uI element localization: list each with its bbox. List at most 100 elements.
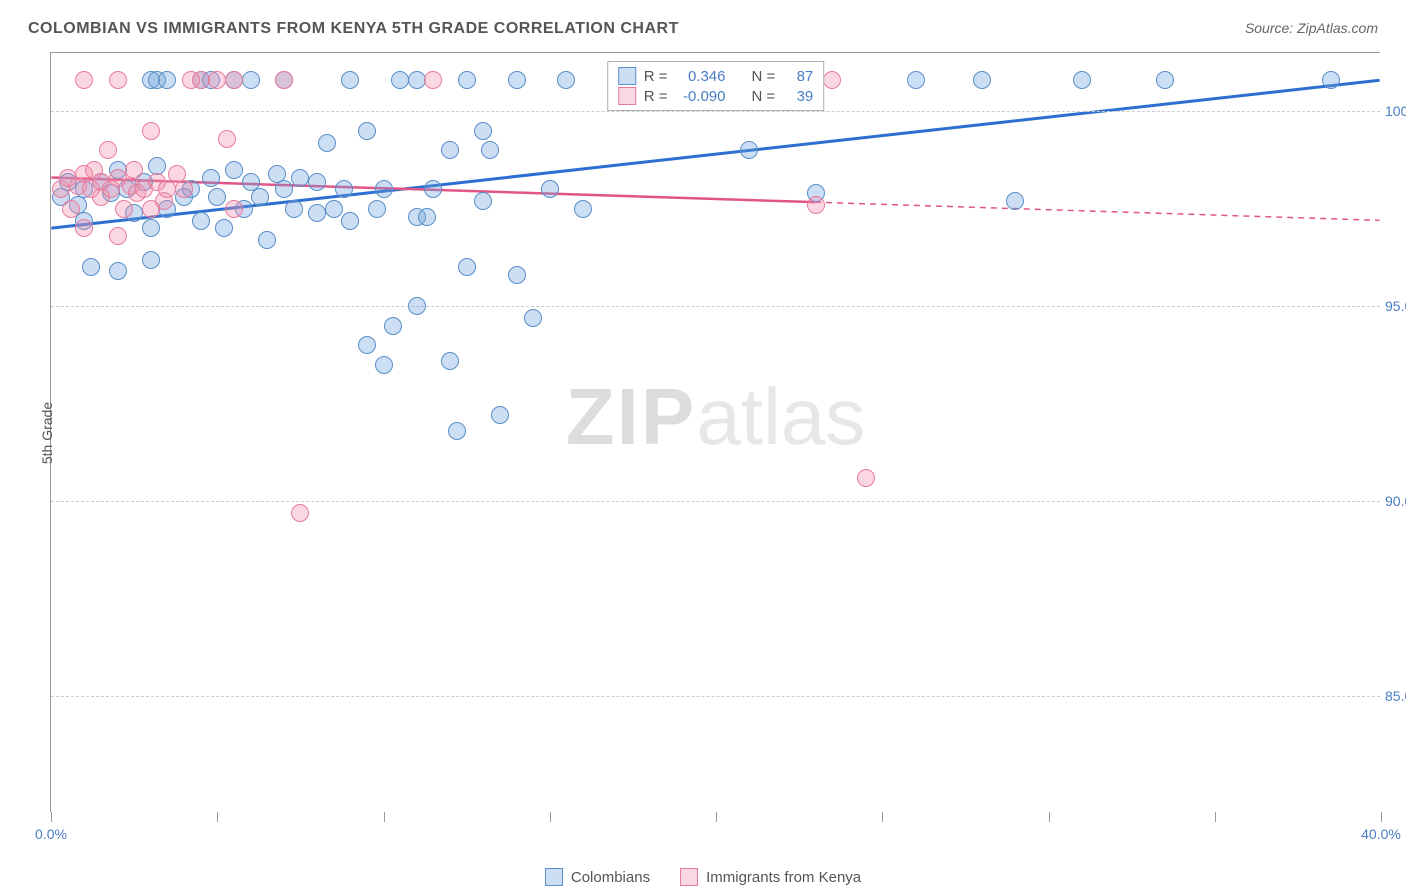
scatter-point xyxy=(418,208,436,226)
stats-row: R =-0.090N =39 xyxy=(618,86,814,106)
legend-swatch xyxy=(680,868,698,886)
scatter-point xyxy=(1156,71,1174,89)
scatter-point xyxy=(275,71,293,89)
scatter-point xyxy=(524,309,542,327)
scatter-point xyxy=(225,161,243,179)
scatter-point xyxy=(291,169,309,187)
scatter-point xyxy=(375,180,393,198)
r-value: 0.346 xyxy=(676,68,726,85)
scatter-point xyxy=(458,71,476,89)
trend-lines-svg xyxy=(51,53,1380,812)
scatter-point xyxy=(508,71,526,89)
scatter-point xyxy=(424,180,442,198)
r-label: R = xyxy=(644,88,668,105)
scatter-point xyxy=(158,180,176,198)
n-value: 39 xyxy=(783,88,813,105)
scatter-point xyxy=(508,266,526,284)
scatter-point xyxy=(481,141,499,159)
x-tick xyxy=(716,812,717,822)
scatter-point xyxy=(391,71,409,89)
scatter-point xyxy=(125,161,143,179)
scatter-point xyxy=(158,71,176,89)
scatter-point xyxy=(448,422,466,440)
legend-swatch xyxy=(545,868,563,886)
scatter-point xyxy=(215,219,233,237)
stats-row: R = 0.346 N = 87 xyxy=(618,66,814,86)
scatter-point xyxy=(458,258,476,276)
scatter-point xyxy=(109,262,127,280)
scatter-point xyxy=(142,219,160,237)
scatter-point xyxy=(202,169,220,187)
scatter-point xyxy=(375,356,393,374)
scatter-point xyxy=(258,231,276,249)
scatter-point xyxy=(75,219,93,237)
scatter-point xyxy=(474,122,492,140)
legend-label: Immigrants from Kenya xyxy=(706,869,861,886)
chart-title: COLOMBIAN VS IMMIGRANTS FROM KENYA 5TH G… xyxy=(28,20,679,38)
scatter-point xyxy=(358,336,376,354)
x-tick xyxy=(51,812,52,822)
y-tick-label: 95.0% xyxy=(1385,298,1406,314)
x-tick xyxy=(550,812,551,822)
scatter-point xyxy=(291,504,309,522)
legend-label: Colombians xyxy=(571,869,650,886)
scatter-point xyxy=(740,141,758,159)
scatter-point xyxy=(251,188,269,206)
scatter-point xyxy=(308,173,326,191)
chart-container: 5th Grade ZIPatlas 85.0%90.0%95.0%100.0%… xyxy=(50,52,1380,812)
scatter-point xyxy=(142,122,160,140)
scatter-point xyxy=(218,130,236,148)
legend-swatch xyxy=(618,87,636,105)
scatter-point xyxy=(285,200,303,218)
legend-swatch xyxy=(618,67,636,85)
scatter-point xyxy=(82,258,100,276)
scatter-point xyxy=(341,212,359,230)
x-tick xyxy=(1049,812,1050,822)
n-label: N = xyxy=(752,68,776,85)
scatter-point xyxy=(441,352,459,370)
scatter-point xyxy=(192,71,210,89)
x-tick xyxy=(217,812,218,822)
scatter-point xyxy=(75,71,93,89)
scatter-point xyxy=(907,71,925,89)
scatter-point xyxy=(541,180,559,198)
scatter-point xyxy=(384,317,402,335)
n-value: 87 xyxy=(783,68,813,85)
scatter-point xyxy=(557,71,575,89)
scatter-point xyxy=(109,71,127,89)
scatter-point xyxy=(318,134,336,152)
x-tick xyxy=(882,812,883,822)
x-tick xyxy=(384,812,385,822)
x-tick xyxy=(1215,812,1216,822)
scatter-point xyxy=(192,212,210,230)
scatter-point xyxy=(807,196,825,214)
scatter-point xyxy=(99,141,117,159)
scatter-point xyxy=(208,188,226,206)
scatter-point xyxy=(275,180,293,198)
scatter-point xyxy=(424,71,442,89)
gridline-h xyxy=(51,111,1380,112)
gridline-h xyxy=(51,696,1380,697)
footer-legend: Colombians Immigrants from Kenya xyxy=(0,868,1406,886)
scatter-point xyxy=(109,227,127,245)
scatter-point xyxy=(62,200,80,218)
scatter-point xyxy=(308,204,326,222)
scatter-point xyxy=(115,200,133,218)
scatter-point xyxy=(335,180,353,198)
r-label: R = xyxy=(644,68,668,85)
chart-header: COLOMBIAN VS IMMIGRANTS FROM KENYA 5TH G… xyxy=(0,0,1406,46)
scatter-point xyxy=(441,141,459,159)
scatter-point xyxy=(242,71,260,89)
scatter-point xyxy=(408,297,426,315)
legend-item: Colombians xyxy=(545,868,650,886)
trend-line-dashed xyxy=(815,202,1380,220)
r-value: -0.090 xyxy=(676,88,726,105)
scatter-point xyxy=(225,71,243,89)
scatter-point xyxy=(1073,71,1091,89)
gridline-h xyxy=(51,306,1380,307)
scatter-point xyxy=(358,122,376,140)
scatter-point xyxy=(208,71,226,89)
scatter-point xyxy=(857,469,875,487)
y-tick-label: 85.0% xyxy=(1385,688,1406,704)
x-tick-label: 0.0% xyxy=(35,826,67,842)
